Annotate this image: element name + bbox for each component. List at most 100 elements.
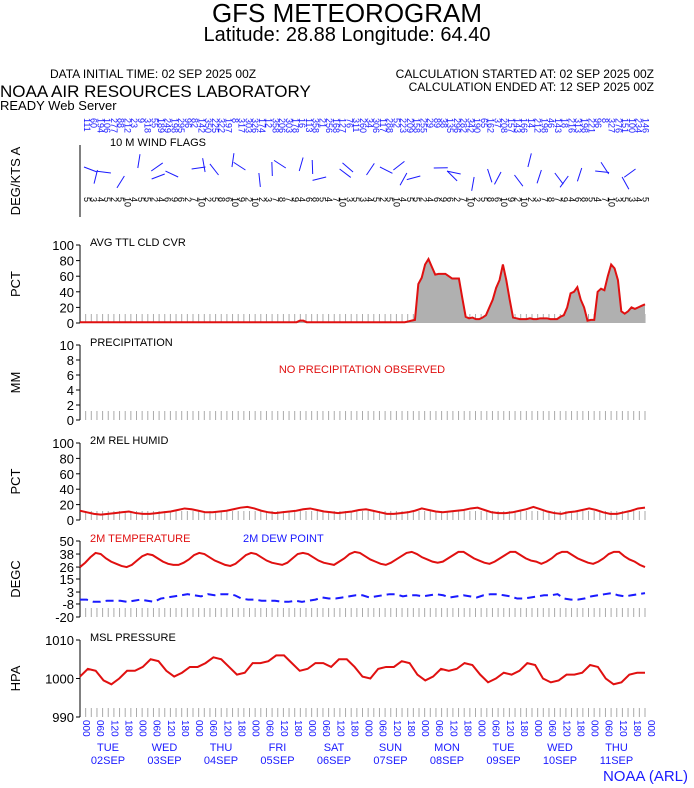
hour-tick-label: 180 bbox=[348, 720, 359, 737]
date-label: 08SEP bbox=[430, 755, 464, 767]
y-tick-label: -8 bbox=[62, 597, 74, 612]
y-axis-label: DEGC bbox=[8, 560, 23, 598]
wind-speed-label: 4 bbox=[156, 197, 166, 202]
wind-speed-label: 3 bbox=[533, 197, 543, 202]
y-tick-label: 100 bbox=[52, 436, 74, 451]
wind-barb bbox=[165, 170, 179, 178]
panel-title: MSL PRESSURE bbox=[90, 632, 176, 644]
wind-direction-label: 106 bbox=[102, 118, 112, 133]
wind-speed-label: 10 bbox=[519, 197, 529, 207]
panel-title: AVG TTL CLD CVR bbox=[90, 237, 186, 249]
wind-barb bbox=[446, 170, 458, 182]
wind-direction-label: 157 bbox=[506, 118, 516, 133]
wind-direction-label: 260 bbox=[358, 118, 368, 133]
wind-direction-label: 311 bbox=[351, 118, 361, 132]
day-label: SUN bbox=[379, 742, 402, 754]
wind-direction-label: 146 bbox=[640, 118, 650, 133]
y-tick-label: 0 bbox=[67, 413, 74, 428]
panel-title: 10 M WIND FLAGS bbox=[110, 137, 206, 149]
hour-tick-label: 000 bbox=[589, 720, 600, 737]
hour-tick-label: 000 bbox=[137, 720, 148, 737]
wind-barb bbox=[116, 175, 125, 189]
pressure-line bbox=[79, 654, 645, 686]
hour-tick-label: 180 bbox=[292, 720, 303, 737]
wind-speed-label: 6 bbox=[492, 197, 502, 202]
wind-speed-label: 5 bbox=[210, 197, 220, 202]
panel-title-dewpoint: 2M DEW POINT bbox=[243, 533, 324, 545]
date-label: 04SEP bbox=[204, 755, 238, 767]
hour-tick-label: 060 bbox=[433, 720, 444, 737]
wind-speed-label: 9 bbox=[169, 197, 179, 202]
wind-speed-label: 5 bbox=[82, 197, 92, 202]
wind-speed-label: 3 bbox=[627, 197, 637, 202]
wind-speed-label: 4 bbox=[129, 197, 139, 202]
location-subtitle: Latitude: 28.88 Longitude: 64.40 bbox=[203, 24, 491, 46]
date-label: 03SEP bbox=[147, 755, 181, 767]
wind-direction-label: 198 bbox=[539, 118, 549, 133]
day-label: TUE bbox=[97, 742, 119, 754]
wind-barb bbox=[595, 170, 610, 173]
date-label: 09SEP bbox=[486, 755, 520, 767]
hour-tick-label: 120 bbox=[560, 720, 571, 737]
wind-speed-label: 10 bbox=[465, 197, 475, 207]
wind-direction-label: 212 bbox=[122, 118, 132, 133]
day-label: TUE bbox=[493, 742, 515, 754]
hour-tick-label: 000 bbox=[306, 720, 317, 737]
y-tick-label: -20 bbox=[55, 610, 74, 625]
wind-speed-label: 2 bbox=[378, 197, 388, 202]
y-tick-label: 40 bbox=[60, 482, 74, 497]
y-axis-label: MM bbox=[8, 372, 23, 394]
wind-direction-label: 223 bbox=[398, 118, 408, 133]
wind-barb bbox=[399, 172, 408, 186]
hour-tick-label: 060 bbox=[490, 720, 501, 737]
wind-direction-label: 303 bbox=[284, 118, 294, 133]
wind-direction-label: 8 bbox=[230, 118, 240, 123]
wind-direction-label: 326 bbox=[250, 118, 260, 133]
wind-speed-label: 5 bbox=[412, 197, 422, 202]
wind-speed-label: 6 bbox=[304, 197, 314, 202]
y-tick-label: 20 bbox=[60, 300, 74, 315]
wind-direction-label: 158 bbox=[412, 118, 422, 133]
wind-barb bbox=[202, 158, 206, 173]
wind-speed-label: 9 bbox=[438, 197, 448, 202]
wind-speed-label: 2 bbox=[418, 197, 428, 202]
wind-speed-label: 4 bbox=[398, 197, 408, 202]
date-label: 02SEP bbox=[91, 755, 125, 767]
day-label: FRI bbox=[269, 742, 287, 754]
y-tick-label: 3 bbox=[67, 585, 74, 600]
day-label: THU bbox=[605, 742, 628, 754]
wind-direction-label: 216 bbox=[566, 118, 576, 133]
hour-tick-label: 060 bbox=[94, 720, 105, 737]
wind-speed-label: 5 bbox=[479, 197, 489, 202]
wind-speed-label: 2 bbox=[183, 197, 193, 202]
y-tick-label: 1010 bbox=[45, 633, 74, 648]
wind-direction-label: 55 bbox=[149, 118, 159, 128]
hour-tick-label: 060 bbox=[546, 720, 557, 737]
wind-barb bbox=[83, 166, 98, 173]
wind-direction-label: 12 bbox=[264, 118, 274, 128]
y-axis-label: PCT bbox=[8, 271, 23, 297]
hour-tick-label: 060 bbox=[377, 720, 388, 737]
y-tick-label: 0 bbox=[67, 513, 74, 528]
wind-barb bbox=[191, 166, 206, 170]
hour-tick-label: 180 bbox=[461, 720, 472, 737]
wind-barb bbox=[339, 168, 352, 178]
hour-tick-label: 120 bbox=[617, 720, 628, 737]
wind-direction-label: 327 bbox=[607, 118, 617, 133]
hour-tick-label: 120 bbox=[334, 720, 345, 737]
wind-direction-label: 8 bbox=[600, 118, 610, 123]
wind-direction-label: 14 bbox=[526, 118, 536, 128]
hour-tick-label: 060 bbox=[603, 720, 614, 737]
date-label: 11SEP bbox=[600, 755, 633, 767]
wind-barb bbox=[554, 172, 564, 185]
date-label: 07SEP bbox=[373, 755, 407, 767]
wind-direction-label: 255 bbox=[418, 118, 428, 133]
wind-speed-label: 4 bbox=[566, 197, 576, 202]
wind-barb bbox=[151, 173, 165, 180]
wind-speed-label: 9 bbox=[291, 197, 301, 202]
wind-direction-label: 189 bbox=[156, 118, 166, 133]
wind-speed-label: 10 bbox=[391, 197, 401, 207]
y-tick-label: 60 bbox=[60, 269, 74, 284]
panel-title: 2M REL HUMID bbox=[90, 435, 168, 447]
hour-tick-label: 000 bbox=[363, 720, 374, 737]
